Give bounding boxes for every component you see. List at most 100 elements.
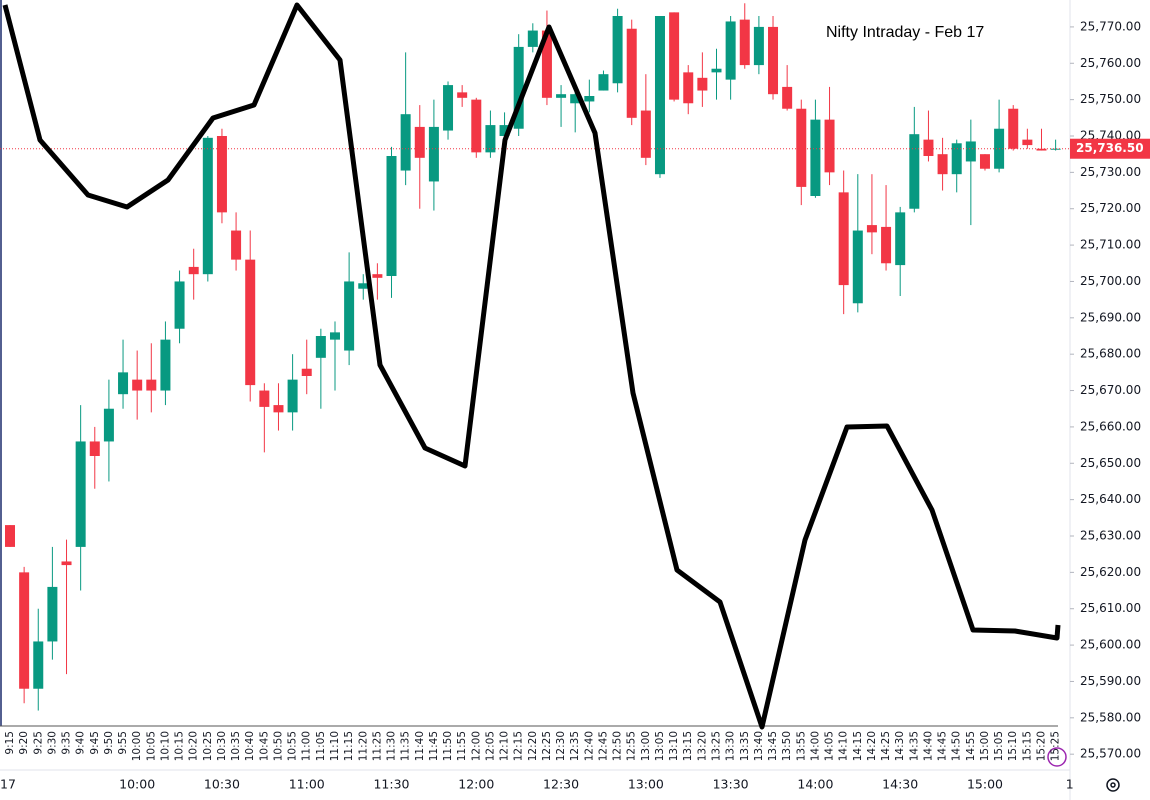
candle-body <box>541 30 552 98</box>
candle-body <box>47 586 58 642</box>
x-tick-label: 15:15 <box>1021 731 1033 761</box>
x-tick-label: 12:25 <box>541 731 553 761</box>
x-tick-label: 10:25 <box>202 731 214 761</box>
x-tick-label: 10:45 <box>258 731 270 761</box>
x-major-label: 13:00 <box>628 777 664 792</box>
candle-body <box>556 94 567 98</box>
y-tick-label: 25,720.00 <box>1080 201 1141 215</box>
y-tick-label: 25,580.00 <box>1080 710 1141 724</box>
x-tick-label: 13:35 <box>739 731 751 761</box>
x-tick-label: 15:25 <box>1050 731 1062 761</box>
x-major-label: 14:00 <box>797 777 833 792</box>
x-tick-label: 12:45 <box>597 731 609 761</box>
candle-body <box>273 405 284 413</box>
settings-icon[interactable] <box>1106 778 1120 792</box>
y-tick-label: 25,710.00 <box>1080 238 1141 252</box>
candle-body <box>245 259 256 386</box>
x-tick-label: 9:20 <box>18 731 30 755</box>
candle-body <box>33 641 44 689</box>
x-tick-label: 9:30 <box>46 731 58 755</box>
x-tick-label: 12:15 <box>513 731 525 761</box>
candle-body <box>796 108 807 187</box>
x-tick-label: 10:00 <box>131 731 143 761</box>
candle-body <box>428 126 439 182</box>
candle-body <box>584 96 595 102</box>
candle-body <box>782 86 793 109</box>
y-tick-label: 25,640.00 <box>1080 492 1141 506</box>
x-major-label: 10:00 <box>119 777 155 792</box>
x-tick-label: 14:25 <box>880 731 892 761</box>
y-tick-label: 25,660.00 <box>1080 419 1141 433</box>
candle-body <box>160 339 171 391</box>
y-tick-label: 25,650.00 <box>1080 456 1141 470</box>
x-tick-label: 11:55 <box>456 731 468 761</box>
settings-icon-center <box>1110 782 1116 788</box>
x-tick-label: 15:00 <box>979 731 991 761</box>
last-price-box <box>1070 138 1150 159</box>
candle-body <box>1036 148 1047 151</box>
x-tick-label: 10:55 <box>287 731 299 761</box>
x-tick-label: 12:10 <box>499 731 511 761</box>
candle-body <box>146 379 157 391</box>
x-major-label: 12:00 <box>458 777 494 792</box>
x-tick-label: 9:50 <box>103 731 115 755</box>
candle-body <box>457 92 468 98</box>
x-tick-label: 10:40 <box>244 731 256 761</box>
x-tick-label: 15:10 <box>1007 731 1019 761</box>
candle-body <box>909 134 920 209</box>
x-tick-label: 12:30 <box>555 731 567 761</box>
candle-body <box>937 154 948 175</box>
x-major-label: 11:00 <box>289 777 325 792</box>
candle-body <box>1022 139 1033 146</box>
candle-body <box>188 266 199 275</box>
candle-body <box>499 125 510 136</box>
x-tick-label: 10:30 <box>216 731 228 761</box>
x-tick-label: 11:40 <box>414 731 426 761</box>
y-tick-label: 25,620.00 <box>1080 565 1141 579</box>
candle-body <box>61 561 72 566</box>
x-tick-label: 14:55 <box>965 731 977 761</box>
x-tick-label: 14:30 <box>894 731 906 761</box>
x-tick-label: 12:20 <box>527 731 539 761</box>
candle-body <box>216 136 227 213</box>
x-tick-label: 11:30 <box>386 731 398 761</box>
x-tick-label: 11:35 <box>400 731 412 761</box>
candle-body <box>301 368 312 376</box>
candle-body <box>132 379 143 391</box>
x-tick-label: 11:50 <box>442 731 454 761</box>
x-tick-label: 11:00 <box>301 731 313 761</box>
chart-title: Nifty Intraday - Feb 17 <box>826 24 984 41</box>
x-tick-label: 14:50 <box>951 731 963 761</box>
x-tick-label: 9:35 <box>61 731 73 755</box>
x-tick-label: 13:30 <box>725 731 737 761</box>
candle-body <box>174 281 185 329</box>
candle-body <box>118 372 129 395</box>
candle-body <box>753 26 764 66</box>
x-tick-label: 14:40 <box>922 731 934 761</box>
x-major-label: 13:30 <box>713 777 749 792</box>
candle-body <box>881 226 892 264</box>
x-major-label: 15:00 <box>967 777 1003 792</box>
candle-body <box>838 192 849 286</box>
y-tick-label: 25,610.00 <box>1080 601 1141 615</box>
x-tick-label: 13:20 <box>696 731 708 761</box>
x-tick-label: 13:45 <box>767 731 779 761</box>
candle-body <box>697 77 708 91</box>
x-tick-label: 10:05 <box>145 731 157 761</box>
x-tick-label: 10:15 <box>174 731 186 761</box>
x-tick-label: 11:05 <box>315 731 327 761</box>
candle-body <box>485 125 496 153</box>
replay-icon[interactable] <box>1047 747 1067 767</box>
candle-body <box>103 408 114 442</box>
x-tick-label: 14:00 <box>809 731 821 761</box>
y-tick-label: 25,590.00 <box>1080 674 1141 688</box>
candle-body <box>768 26 779 95</box>
candle-body <box>570 94 581 104</box>
candle-body <box>231 230 242 260</box>
y-tick-label: 25,600.00 <box>1080 638 1141 652</box>
x-major-label: 14:30 <box>882 777 918 792</box>
candle-body <box>654 16 665 175</box>
candle-body <box>598 74 609 91</box>
